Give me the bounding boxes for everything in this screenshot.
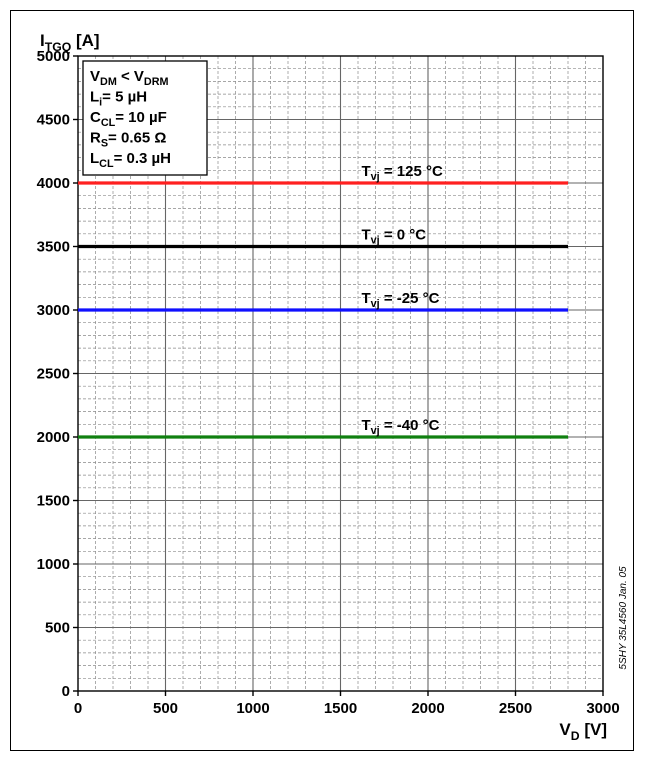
x-tick-label: 1500 <box>324 700 357 717</box>
x-tick-label: 500 <box>153 700 178 717</box>
y-tick-label: 3500 <box>37 239 70 256</box>
y-tick-label: 2500 <box>37 366 70 383</box>
y-axis-title: ITGQ [A] <box>40 31 100 54</box>
condition-line: VDM < VDRM <box>90 68 169 88</box>
x-tick-label: 2500 <box>499 700 532 717</box>
conditions-box <box>82 60 208 176</box>
series-label: Tvj = 0 °C <box>362 227 427 247</box>
condition-line: RS= 0.65 Ω <box>90 130 166 150</box>
series-label: Tvj = 125 °C <box>362 163 443 183</box>
condition-line: LCL= 0.3 µH <box>90 150 171 170</box>
series-label: Tvj = -25 °C <box>362 290 440 310</box>
y-tick-label: 4000 <box>37 175 70 192</box>
y-tick-label: 3000 <box>37 302 70 319</box>
x-tick-label: 1000 <box>236 700 269 717</box>
y-tick-label: 500 <box>45 620 70 637</box>
x-tick-label: 2000 <box>411 700 444 717</box>
x-axis-title: VD [V] <box>559 720 607 743</box>
x-tick-label: 3000 <box>586 700 619 717</box>
y-tick-label: 1000 <box>37 556 70 573</box>
y-tick-label: 4500 <box>37 112 70 129</box>
series-label: Tvj = -40 °C <box>362 417 440 437</box>
y-tick-label: 0 <box>62 683 70 700</box>
condition-line: CCL= 10 µF <box>90 109 167 129</box>
document-code: 5SHY 35L4560 Jan. 05 <box>618 566 629 670</box>
y-tick-label: 2000 <box>37 429 70 446</box>
condition-line: Li= 5 µH <box>90 89 147 109</box>
y-tick-label: 1500 <box>37 493 70 510</box>
x-tick-label: 0 <box>74 700 82 717</box>
y-tick-label: 5000 <box>37 48 70 65</box>
